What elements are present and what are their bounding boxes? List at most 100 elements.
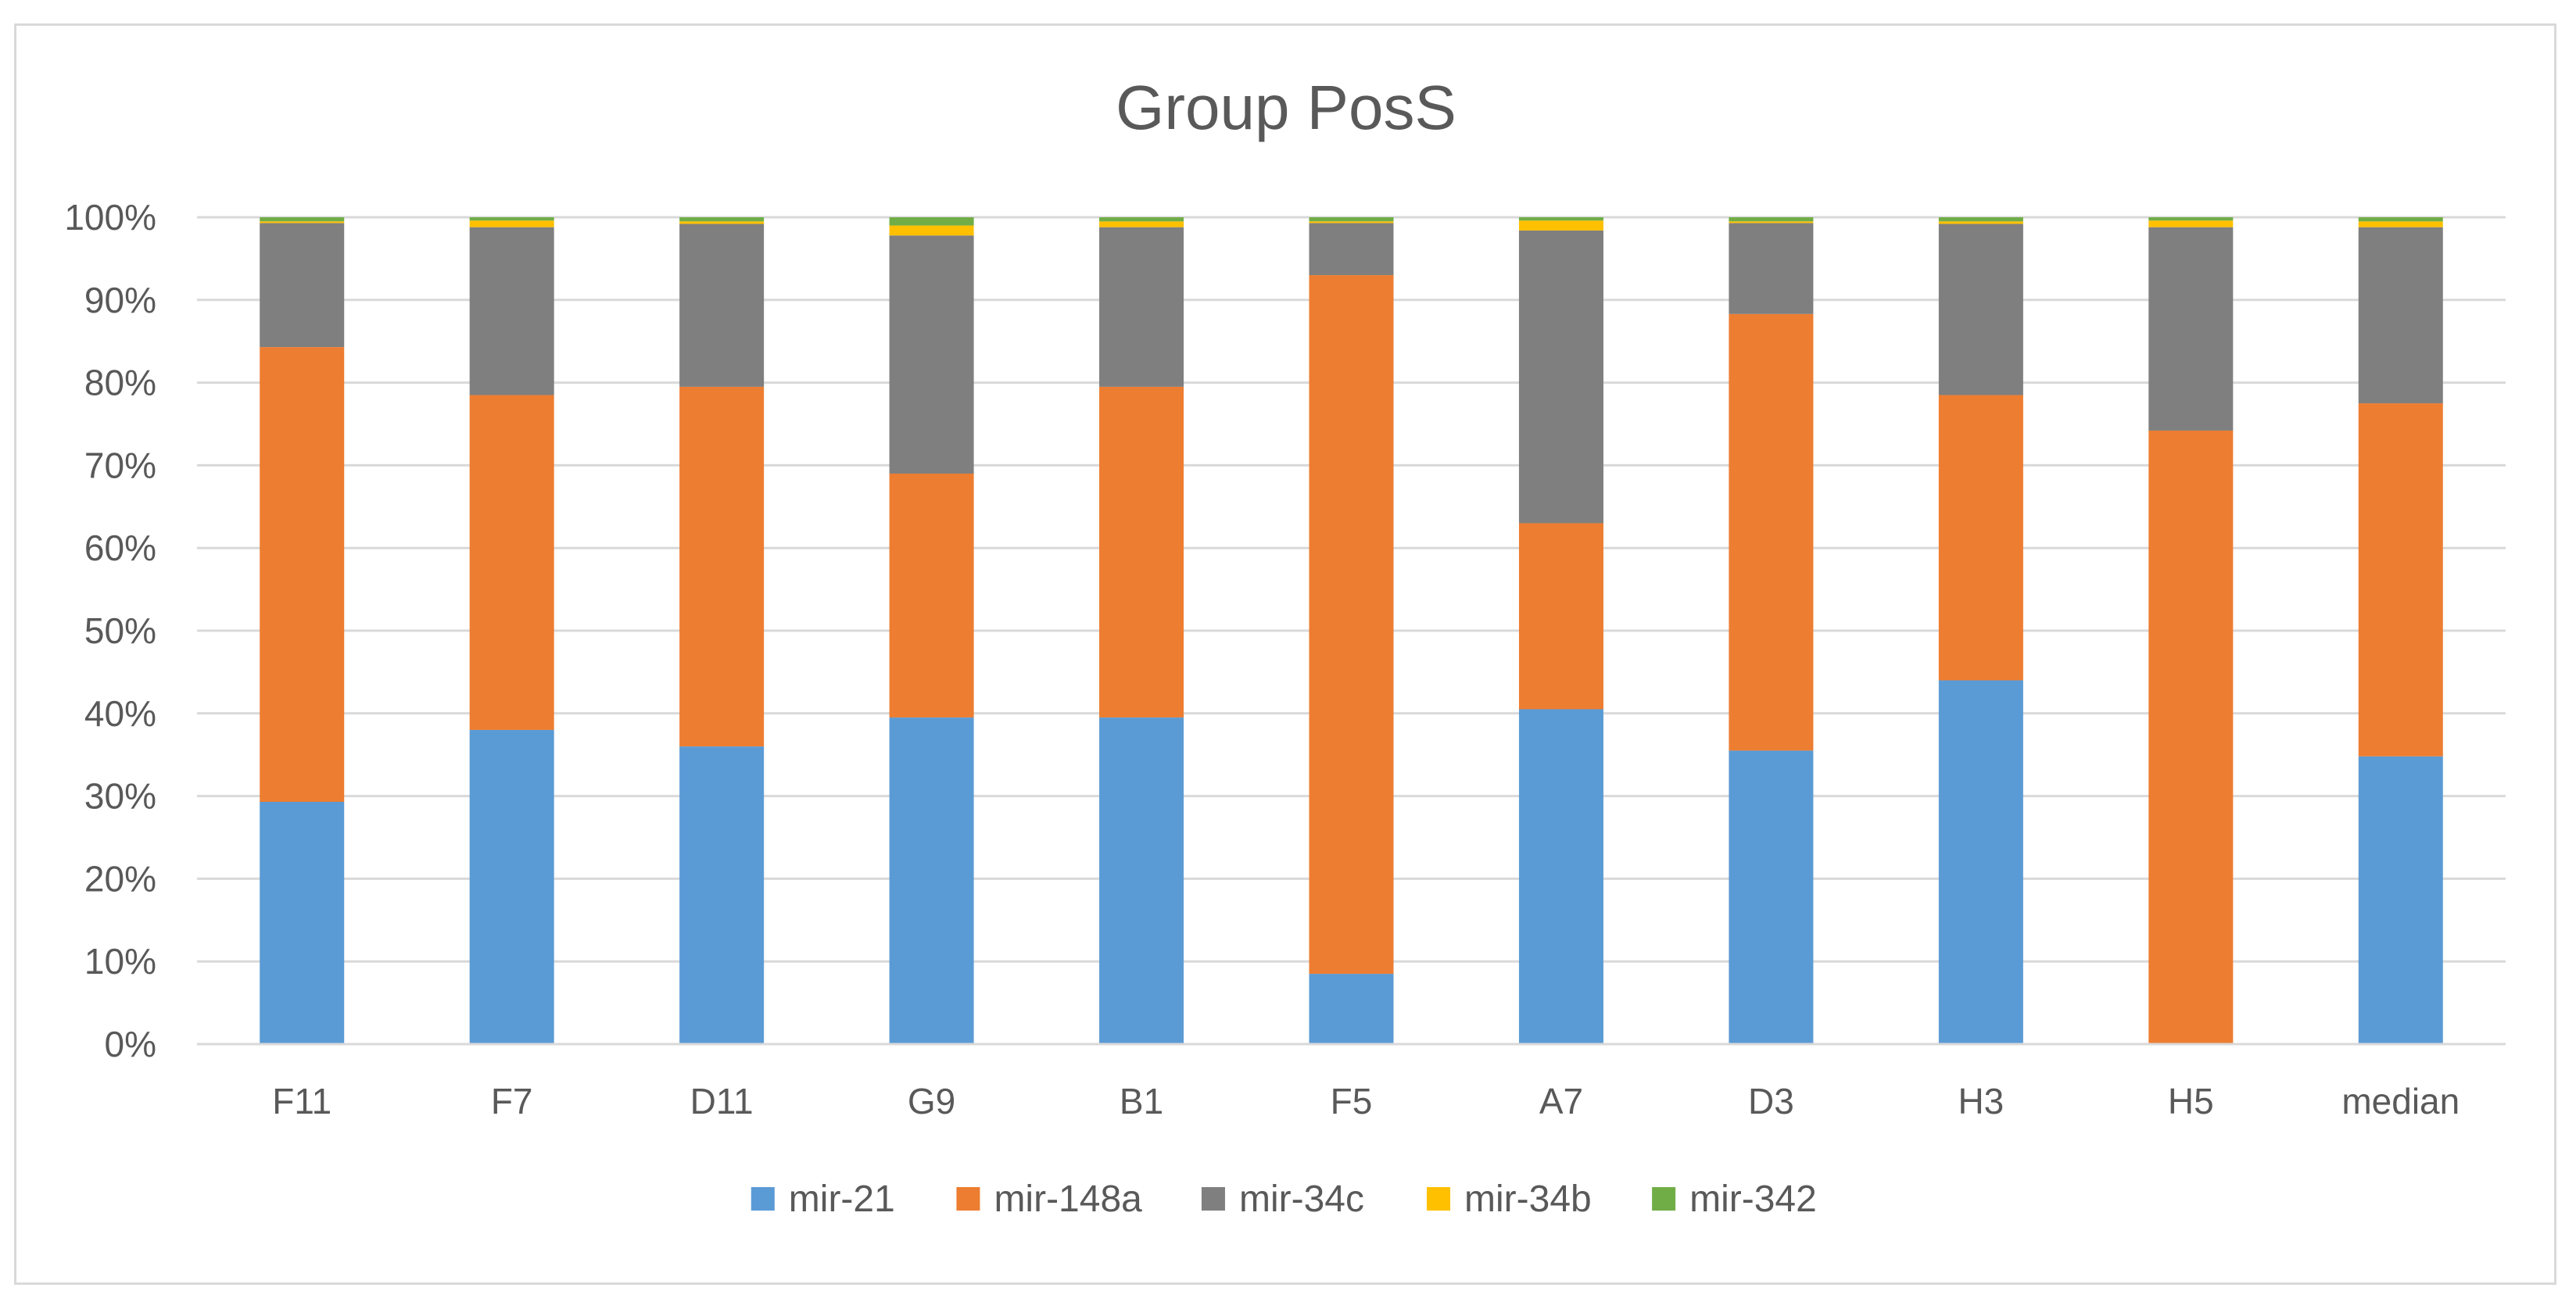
bar-segment-mir-21 <box>1099 717 1184 1044</box>
bar-segment-mir-342 <box>1099 217 1184 222</box>
y-tick-label: 100% <box>64 197 156 238</box>
bar-segment-mir-34b <box>1938 221 2023 224</box>
bar-segment-mir-21 <box>1729 750 1814 1044</box>
bar-segment-mir-148a <box>679 386 765 747</box>
bar-stack-b1 <box>1099 217 1184 1044</box>
bar-stack-median <box>2358 217 2443 1044</box>
bar-stack-d3 <box>1729 217 1814 1044</box>
x-tick-label: A7 <box>1539 1081 1583 1121</box>
bar-segment-mir-342 <box>260 217 345 222</box>
x-tick-label: H5 <box>2168 1081 2214 1121</box>
bar-segment-mir-21 <box>2358 756 2443 1044</box>
bar-segment-mir-148a <box>1099 386 1184 718</box>
bar-segment-mir-342 <box>1938 217 2023 222</box>
legend-item-mir-34c: mir-34c <box>1201 1179 1364 1220</box>
chart-frame <box>14 23 2556 1285</box>
x-tick-label: H3 <box>1958 1081 2004 1121</box>
legend-label: mir-34c <box>1239 1179 1364 1220</box>
bar-segment-mir-148a <box>469 395 554 730</box>
legend-label: mir-34b <box>1464 1179 1592 1220</box>
bar-segment-mir-148a <box>889 473 974 718</box>
chart-title: Group PosS <box>1116 73 1456 142</box>
bar-stack-h3 <box>1938 217 2023 1044</box>
bar-stack-g9 <box>889 217 974 1044</box>
bar-segment-mir-342 <box>1518 217 1603 221</box>
legend-swatch <box>956 1187 980 1211</box>
bar-segment-mir-21 <box>889 717 974 1044</box>
x-tick-label: F11 <box>272 1081 331 1121</box>
bar-segment-mir-148a <box>260 347 345 803</box>
bar-stacks <box>260 217 2443 1044</box>
bar-segment-mir-148a <box>1938 395 2023 681</box>
bar-stack-f7 <box>469 217 554 1044</box>
bar-segment-mir-342 <box>1309 217 1394 222</box>
bar-segment-mir-34b <box>1309 221 1394 224</box>
legend-item-mir-148a: mir-148a <box>956 1179 1142 1220</box>
bar-segment-mir-21 <box>679 746 765 1044</box>
bar-segment-mir-34c <box>2358 227 2443 404</box>
bar-segment-mir-34c <box>1518 230 1603 524</box>
bar-segment-mir-21 <box>1309 974 1394 1044</box>
bar-segment-mir-342 <box>679 217 765 222</box>
legend-label: mir-21 <box>789 1179 895 1220</box>
bar-segment-mir-148a <box>1729 313 1814 751</box>
legend-item-mir-34b: mir-34b <box>1427 1179 1592 1220</box>
bar-segment-mir-34b <box>469 220 554 227</box>
x-axis-tick-labels: F11 F7 D11 G9 B1 F5 A7 D3 H3 H5 median <box>272 1081 2460 1121</box>
legend-swatch <box>1427 1187 1451 1211</box>
x-tick-label: B1 <box>1120 1081 1163 1121</box>
bar-segment-mir-34c <box>679 224 765 387</box>
bar-segment-mir-34c <box>1938 224 2023 395</box>
y-tick-label: 40% <box>84 693 156 734</box>
bar-segment-mir-342 <box>469 217 554 221</box>
x-tick-label: F7 <box>491 1081 533 1121</box>
bar-segment-mir-34b <box>2358 221 2443 227</box>
y-tick-label: 70% <box>84 445 156 485</box>
bar-segment-mir-34b <box>889 225 974 236</box>
bar-stack-h5 <box>2148 217 2234 1044</box>
y-tick-label: 80% <box>84 363 156 403</box>
legend-label: mir-342 <box>1689 1179 1817 1220</box>
bar-segment-mir-34c <box>1309 223 1394 276</box>
legend-swatch <box>1201 1187 1225 1211</box>
legend-swatch <box>751 1187 775 1211</box>
bar-segment-mir-34b <box>2148 220 2234 227</box>
y-tick-label: 0% <box>105 1024 156 1064</box>
bar-segment-mir-34b <box>1729 221 1814 224</box>
bar-segment-mir-148a <box>2148 430 2234 1044</box>
bar-segment-mir-34c <box>260 223 345 348</box>
legend-item-mir-21: mir-21 <box>751 1179 895 1220</box>
bar-segment-mir-34c <box>2148 227 2234 431</box>
bar-stack-f5 <box>1309 217 1394 1044</box>
bar-segment-mir-34b <box>1518 220 1603 231</box>
x-tick-label: F5 <box>1331 1081 1373 1121</box>
bar-stack-f11 <box>260 217 345 1044</box>
bar-segment-mir-21 <box>260 802 345 1044</box>
y-tick-label: 60% <box>84 528 156 568</box>
bar-segment-mir-34c <box>889 235 974 474</box>
bar-segment-mir-34c <box>1099 227 1184 387</box>
y-tick-label: 30% <box>84 776 156 817</box>
x-tick-label: G9 <box>908 1081 955 1121</box>
y-tick-label: 50% <box>84 610 156 651</box>
bar-segment-mir-21 <box>469 729 554 1044</box>
bar-segment-mir-148a <box>1518 523 1603 710</box>
bar-segment-mir-148a <box>1309 275 1394 975</box>
legend-label: mir-148a <box>994 1179 1142 1220</box>
bar-segment-mir-34b <box>260 221 345 224</box>
y-axis-tick-labels: 0% 10% 20% 30% 40% 50% 60% 70% 80% 90% 100% <box>64 197 156 1064</box>
bar-segment-mir-342 <box>1729 217 1814 222</box>
legend: mir-21 mir-148a mir-34c mir-34b mir-342 <box>751 1179 1817 1220</box>
x-tick-label: D3 <box>1748 1081 1794 1121</box>
bar-stack-a7 <box>1518 217 1603 1044</box>
bar-stack-d11 <box>679 217 765 1044</box>
y-tick-label: 20% <box>84 858 156 899</box>
x-tick-label: D11 <box>690 1081 754 1121</box>
legend-item-mir-342: mir-342 <box>1652 1179 1817 1220</box>
y-tick-label: 10% <box>84 941 156 982</box>
bar-segment-mir-34b <box>679 221 765 224</box>
y-tick-label: 90% <box>84 280 156 320</box>
legend-swatch <box>1652 1187 1676 1211</box>
